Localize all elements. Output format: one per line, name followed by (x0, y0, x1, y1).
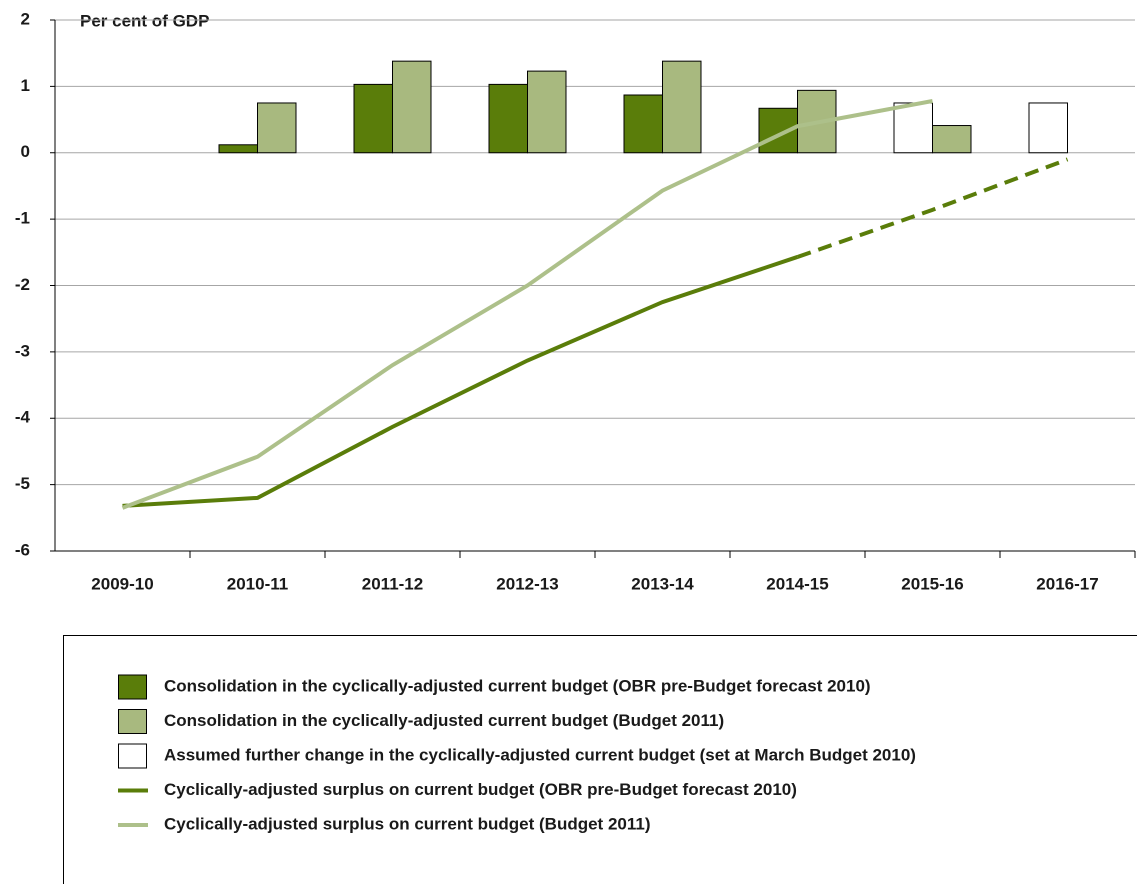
legend-label: Assumed further change in the cyclically… (164, 745, 916, 764)
y-tick-label: 1 (21, 76, 30, 95)
annotation: Per cent of GDP (80, 11, 209, 30)
y-tick-label: 2 (21, 9, 30, 28)
y-tick-label: -2 (15, 275, 30, 294)
x-tick-label: 2009-10 (91, 574, 153, 593)
x-tick-label: 2012-13 (496, 574, 558, 593)
bar (932, 125, 972, 154)
x-tick-label: 2011-12 (362, 574, 423, 593)
line (122, 255, 799, 508)
bar (488, 83, 528, 154)
legend-label: Cyclically-adjusted surplus on current b… (164, 814, 650, 833)
bar (392, 60, 432, 154)
bar (218, 144, 258, 154)
bar (893, 102, 933, 154)
x-tick-label: 2016-17 (1036, 574, 1098, 593)
bar (353, 83, 393, 154)
x-tick-label: 2015-16 (901, 574, 963, 593)
legend-swatch (118, 674, 147, 700)
bar (527, 70, 567, 154)
legend-label: Consolidation in the cyclically-adjusted… (164, 676, 871, 695)
y-tick-label: 0 (21, 142, 30, 161)
bar (257, 102, 297, 154)
legend-swatch (118, 709, 147, 734)
legend-label: Consolidation in the cyclically-adjusted… (164, 711, 724, 730)
y-tick-label: -3 (15, 341, 30, 360)
x-tick-label: 2010-11 (227, 574, 288, 593)
legend-label: Cyclically-adjusted surplus on current b… (164, 780, 797, 799)
legend-swatch (118, 743, 147, 769)
legend-box (63, 635, 1137, 884)
line (796, 157, 1069, 259)
y-tick-label: -1 (15, 209, 30, 228)
bar (623, 94, 663, 154)
x-tick-label: 2013-14 (631, 574, 694, 593)
x-tick-label: 2014-15 (766, 574, 828, 593)
y-tick-label: -5 (15, 474, 30, 493)
bar (1028, 102, 1068, 154)
bar (662, 60, 702, 154)
y-tick-label: -4 (15, 408, 31, 427)
y-tick-label: -6 (15, 540, 30, 559)
line (121, 99, 933, 510)
